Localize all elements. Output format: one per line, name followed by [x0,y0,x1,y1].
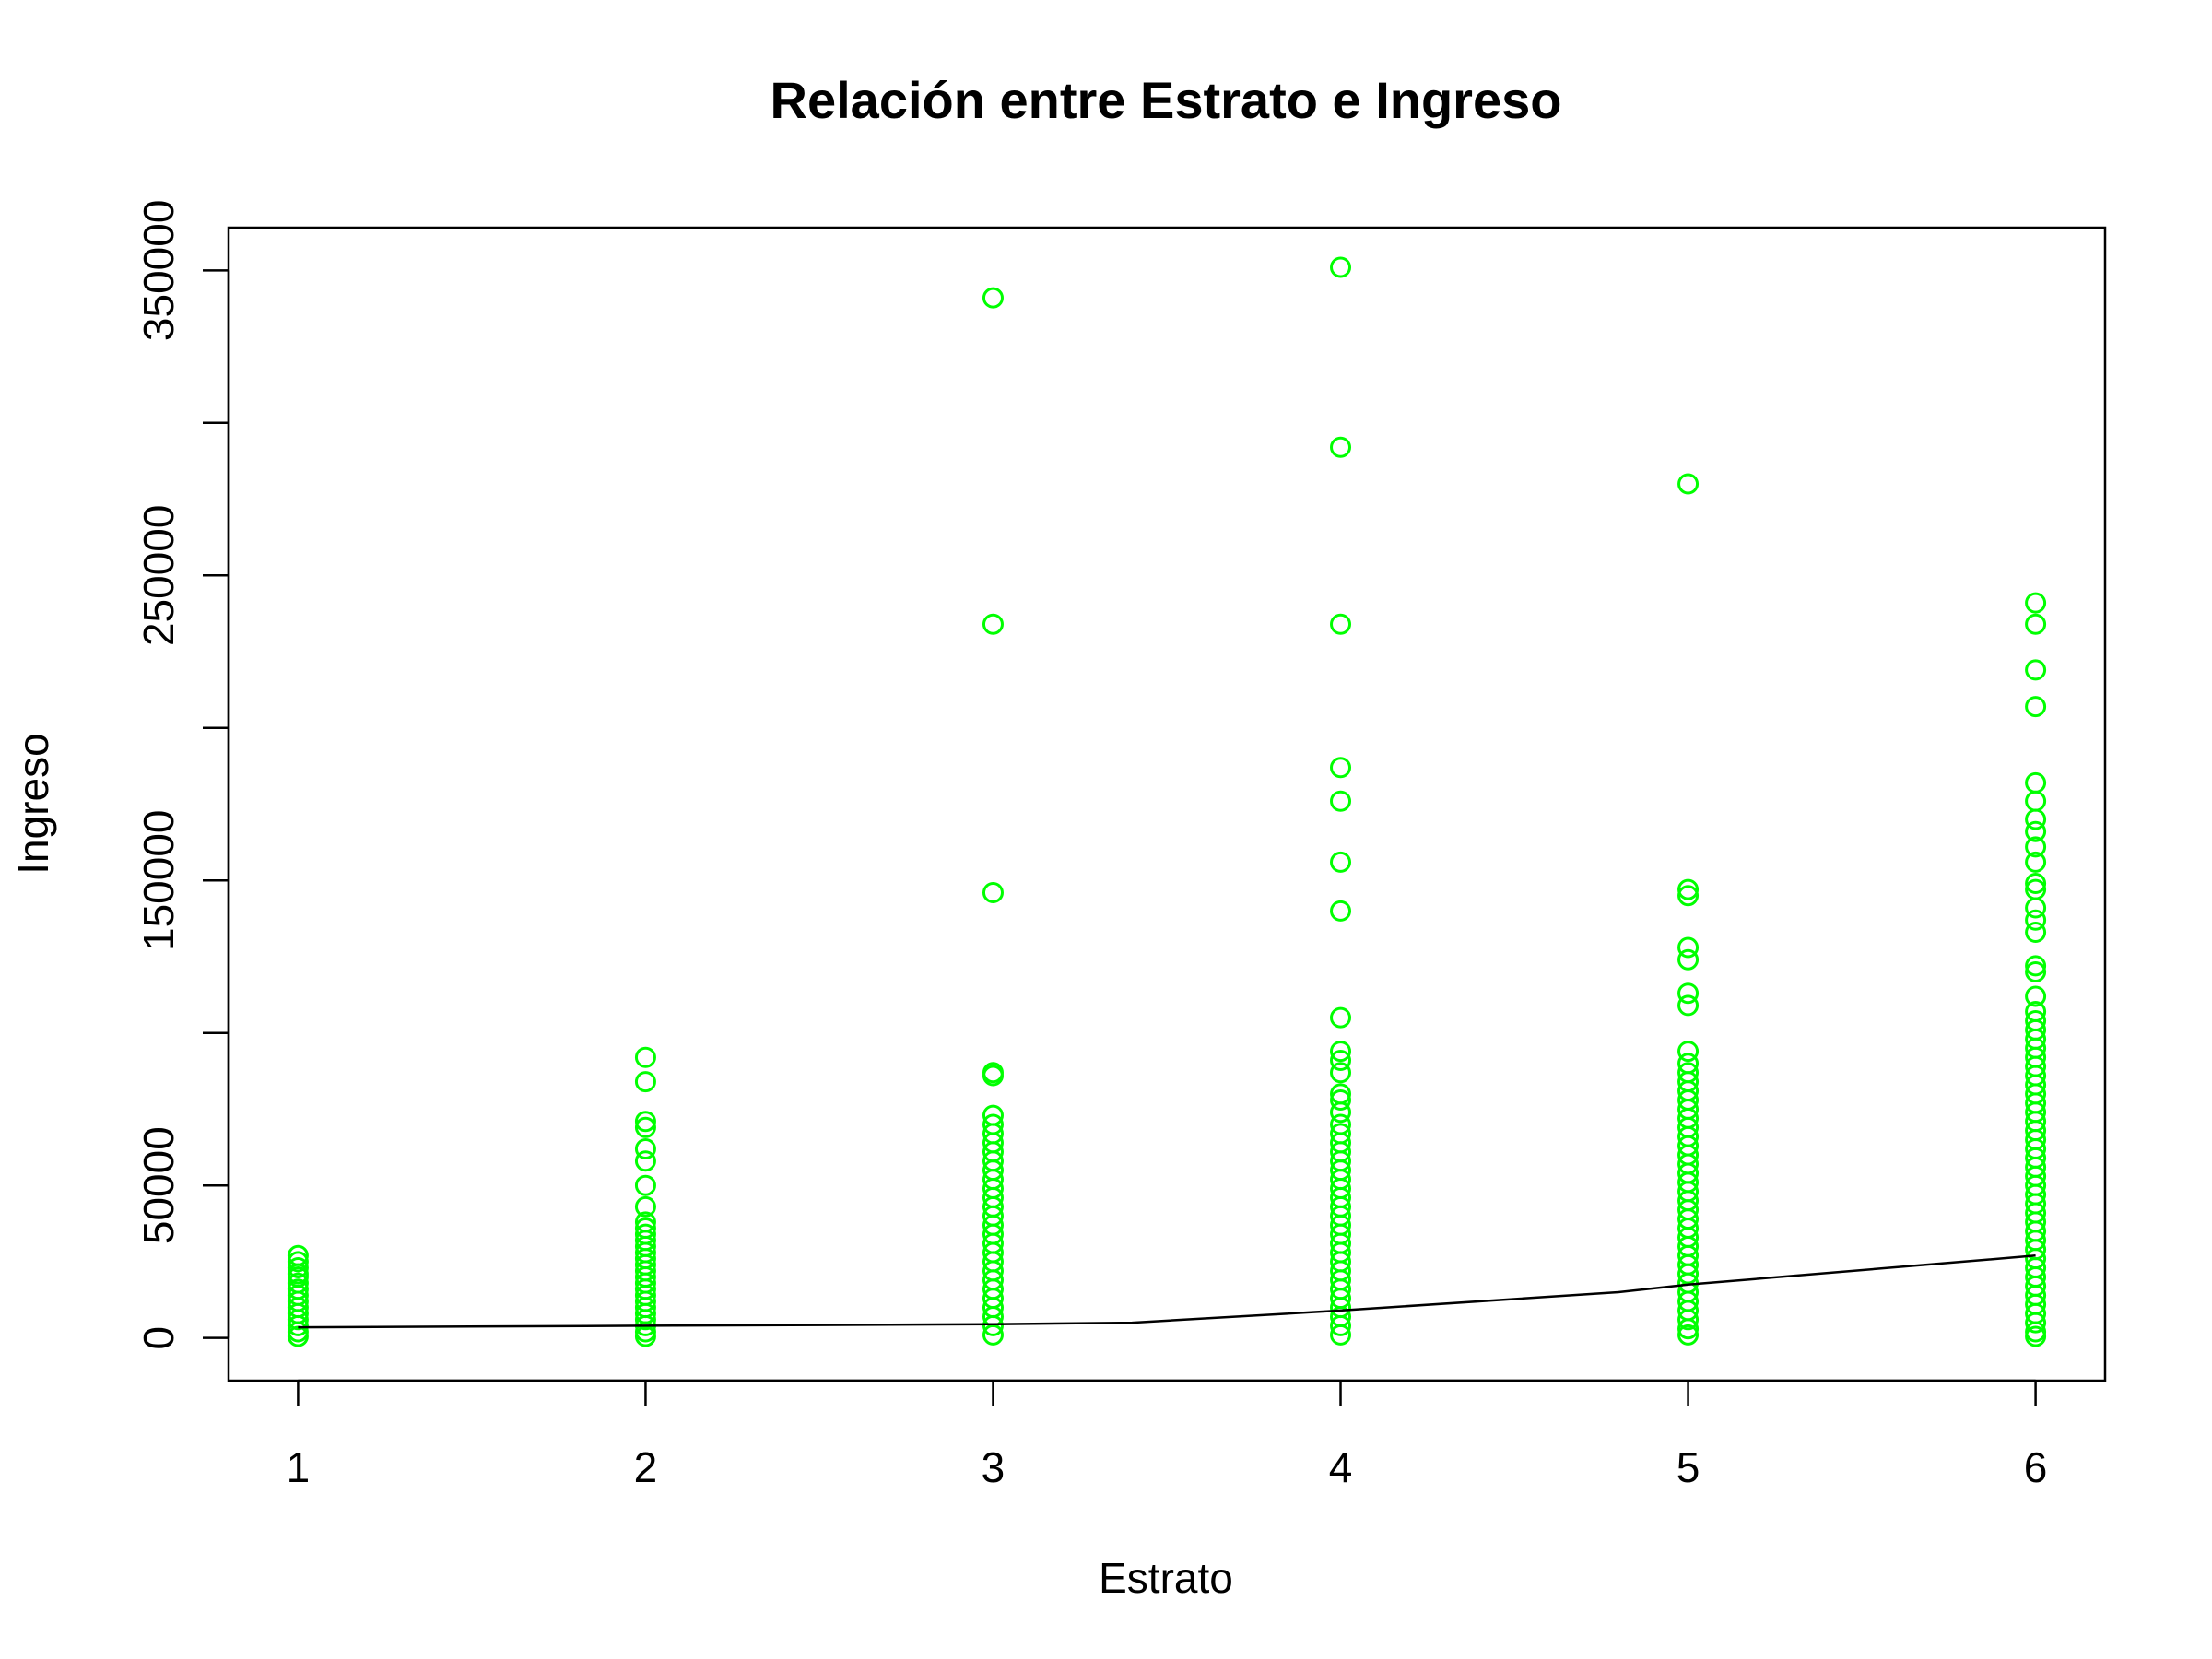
data-point [2025,851,2047,873]
data-point [634,1195,656,1218]
data-point [1330,1041,1352,1063]
data-point [1677,982,1700,1005]
data-point [634,1174,656,1196]
data-point [2025,1312,2047,1334]
x-tick-label: 6 [2024,1443,2048,1491]
data-point [2025,592,2047,614]
data-point [2025,696,2047,718]
data-point [634,1325,656,1347]
data-point [1330,256,1352,278]
x-tick-label: 4 [1329,1443,1353,1491]
x-tick-label: 2 [634,1443,658,1491]
data-point [1677,1324,1700,1346]
data-point [1330,1006,1352,1029]
y-axis-label: Ingreso [9,733,57,874]
data-point [1677,1318,1700,1340]
y-tick-label: 0 [135,1326,182,1350]
data-point [2025,836,2047,858]
data-point [2025,961,2047,983]
data-point [1330,1089,1352,1112]
x-axis: 1 2 3 4 5 6 [287,1379,2048,1491]
data-point [2025,820,2047,842]
data-point [287,1314,309,1336]
y-tick-label: 250000 [135,505,182,647]
data-point [2025,873,2047,895]
x-tick-label: 1 [287,1443,311,1491]
data-point [2025,897,2047,919]
data-point [1330,900,1352,922]
data-point [1677,948,1700,971]
data-point [1677,994,1700,1017]
plot-frame [227,226,2107,1382]
data-point [287,1251,309,1273]
data-point [634,1309,656,1331]
data-point [1677,936,1700,959]
data-point [2025,790,2047,812]
data-point [2025,909,2047,931]
data-point [634,1111,656,1133]
data-point [1677,473,1700,495]
data-point [1677,1041,1700,1063]
data-point [982,287,1004,309]
data-point [634,1116,656,1138]
data-point [2025,955,2047,977]
data-point [982,1314,1004,1336]
y-tick-label: 150000 [135,809,182,950]
data-point [1330,1101,1352,1124]
data-point [287,1257,309,1279]
data-point [1330,790,1352,812]
data-point [1330,757,1352,779]
chart-title: Relación entre Estrato e Ingreso [771,71,1562,129]
data-point [634,1150,656,1172]
data-point [2025,771,2047,794]
data-point [1330,1324,1352,1346]
data-point [287,1309,309,1331]
x-tick-label: 5 [1677,1443,1700,1491]
data-point [982,1324,1004,1346]
data-point [1330,1050,1352,1071]
data-point [2025,613,2047,635]
data-point [2025,659,2047,681]
data-points [287,256,2047,1347]
data-point [982,613,1004,635]
data-point [1330,851,1352,873]
x-axis-label: Estrato [1099,1554,1233,1602]
data-point [2025,808,2047,830]
y-tick-label: 50000 [135,1126,182,1244]
data-point [1677,885,1700,907]
data-point [1677,1309,1700,1331]
data-point [1330,613,1352,635]
data-point [634,1137,656,1159]
y-axis: 0 50000 150000 250000 350000 [135,200,230,1350]
x-tick-label: 3 [982,1443,1006,1491]
data-point [1330,436,1352,458]
data-point [634,1071,656,1093]
trend-line-layer [298,1254,2036,1329]
data-point [982,881,1004,903]
data-point [1330,1314,1352,1336]
data-point [2025,1325,2047,1347]
data-point [2025,985,2047,1007]
data-point [634,1046,656,1068]
data-point [1330,1062,1352,1084]
data-point [2025,922,2047,943]
y-tick-label: 350000 [135,200,182,342]
trend-line [298,1254,2036,1329]
data-point [1677,878,1700,900]
data-point [982,1065,1004,1087]
